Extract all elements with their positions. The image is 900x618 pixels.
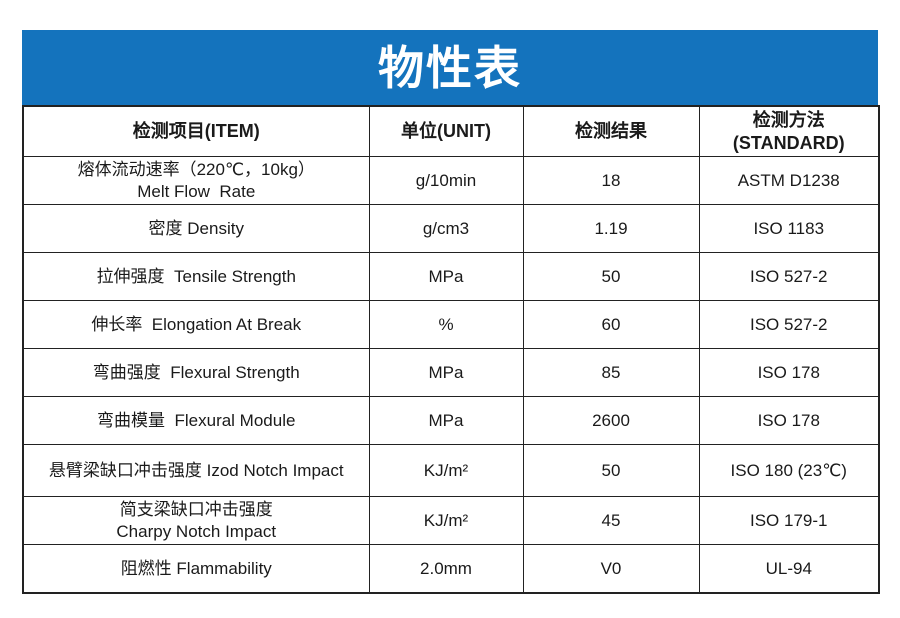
table-row-flammability: 阻燃性 Flammability 2.0mm V0 UL-94 [22, 544, 880, 593]
header-result: 检测结果 [522, 105, 700, 157]
result-cell: V0 [522, 544, 700, 593]
result-cell: 60 [522, 300, 700, 349]
unit-cell: MPa [368, 252, 524, 301]
table-row-tensile-strength: 拉伸强度 Tensile Strength MPa 50 ISO 527-2 [22, 252, 880, 301]
result-cell: 85 [522, 348, 700, 397]
item-cell: 伸长率 Elongation At Break [22, 300, 370, 349]
item-cell: 密度 Density [22, 204, 370, 253]
table-row-elongation: 伸长率 Elongation At Break % 60 ISO 527-2 [22, 300, 880, 349]
standard-cell: ISO 179-1 [698, 496, 880, 545]
unit-cell: KJ/m² [368, 444, 524, 497]
properties-table: 检测项目(ITEM) 单位(UNIT) 检测结果 检测方法 (STANDARD)… [22, 105, 880, 594]
result-cell: 45 [522, 496, 700, 545]
item-cell: 弯曲模量 Flexural Module [22, 396, 370, 445]
item-cell: 熔体流动速率（220℃，10kg） Melt Flow Rate [22, 156, 370, 205]
item-cell: 弯曲强度 Flexural Strength [22, 348, 370, 397]
result-cell: 50 [522, 252, 700, 301]
unit-cell: 2.0mm [368, 544, 524, 593]
table-row-flexural-module: 弯曲模量 Flexural Module MPa 2600 ISO 178 [22, 396, 880, 445]
standard-cell: ISO 180 (23℃) [698, 444, 880, 497]
unit-cell: MPa [368, 396, 524, 445]
table-row-izod-impact: 悬臂梁缺口冲击强度 Izod Notch Impact KJ/m² 50 ISO… [22, 444, 880, 497]
table-row-flexural-strength: 弯曲强度 Flexural Strength MPa 85 ISO 178 [22, 348, 880, 397]
table-row-density: 密度 Density g/cm3 1.19 ISO 1183 [22, 204, 880, 253]
item-cell: 拉伸强度 Tensile Strength [22, 252, 370, 301]
item-cell: 悬臂梁缺口冲击强度 Izod Notch Impact [22, 444, 370, 497]
result-cell: 50 [522, 444, 700, 497]
result-cell: 1.19 [522, 204, 700, 253]
standard-cell: ISO 1183 [698, 204, 880, 253]
header-standard: 检测方法 (STANDARD) [698, 105, 880, 157]
title-banner: 物性表 [22, 30, 878, 105]
unit-cell: g/10min [368, 156, 524, 205]
result-cell: 18 [522, 156, 700, 205]
table-row-charpy-impact: 简支梁缺口冲击强度 Charpy Notch Impact KJ/m² 45 I… [22, 496, 880, 545]
item-cell: 阻燃性 Flammability [22, 544, 370, 593]
standard-cell: ISO 527-2 [698, 252, 880, 301]
table-row-melt-flow-rate: 熔体流动速率（220℃，10kg） Melt Flow Rate g/10min… [22, 156, 880, 205]
page: 物性表 检测项目(ITEM) 单位(UNIT) 检测结果 检测方法 (STAND… [22, 30, 880, 594]
header-row: 检测项目(ITEM) 单位(UNIT) 检测结果 检测方法 (STANDARD) [22, 105, 880, 157]
header-unit: 单位(UNIT) [368, 105, 524, 157]
unit-cell: % [368, 300, 524, 349]
unit-cell: KJ/m² [368, 496, 524, 545]
page-title: 物性表 [378, 41, 522, 94]
standard-cell: ISO 178 [698, 396, 880, 445]
standard-cell: ISO 178 [698, 348, 880, 397]
header-item: 检测项目(ITEM) [22, 105, 370, 157]
unit-cell: g/cm3 [368, 204, 524, 253]
result-cell: 2600 [522, 396, 700, 445]
standard-cell: ASTM D1238 [698, 156, 880, 205]
unit-cell: MPa [368, 348, 524, 397]
item-cell: 简支梁缺口冲击强度 Charpy Notch Impact [22, 496, 370, 545]
standard-cell: ISO 527-2 [698, 300, 880, 349]
standard-cell: UL-94 [698, 544, 880, 593]
